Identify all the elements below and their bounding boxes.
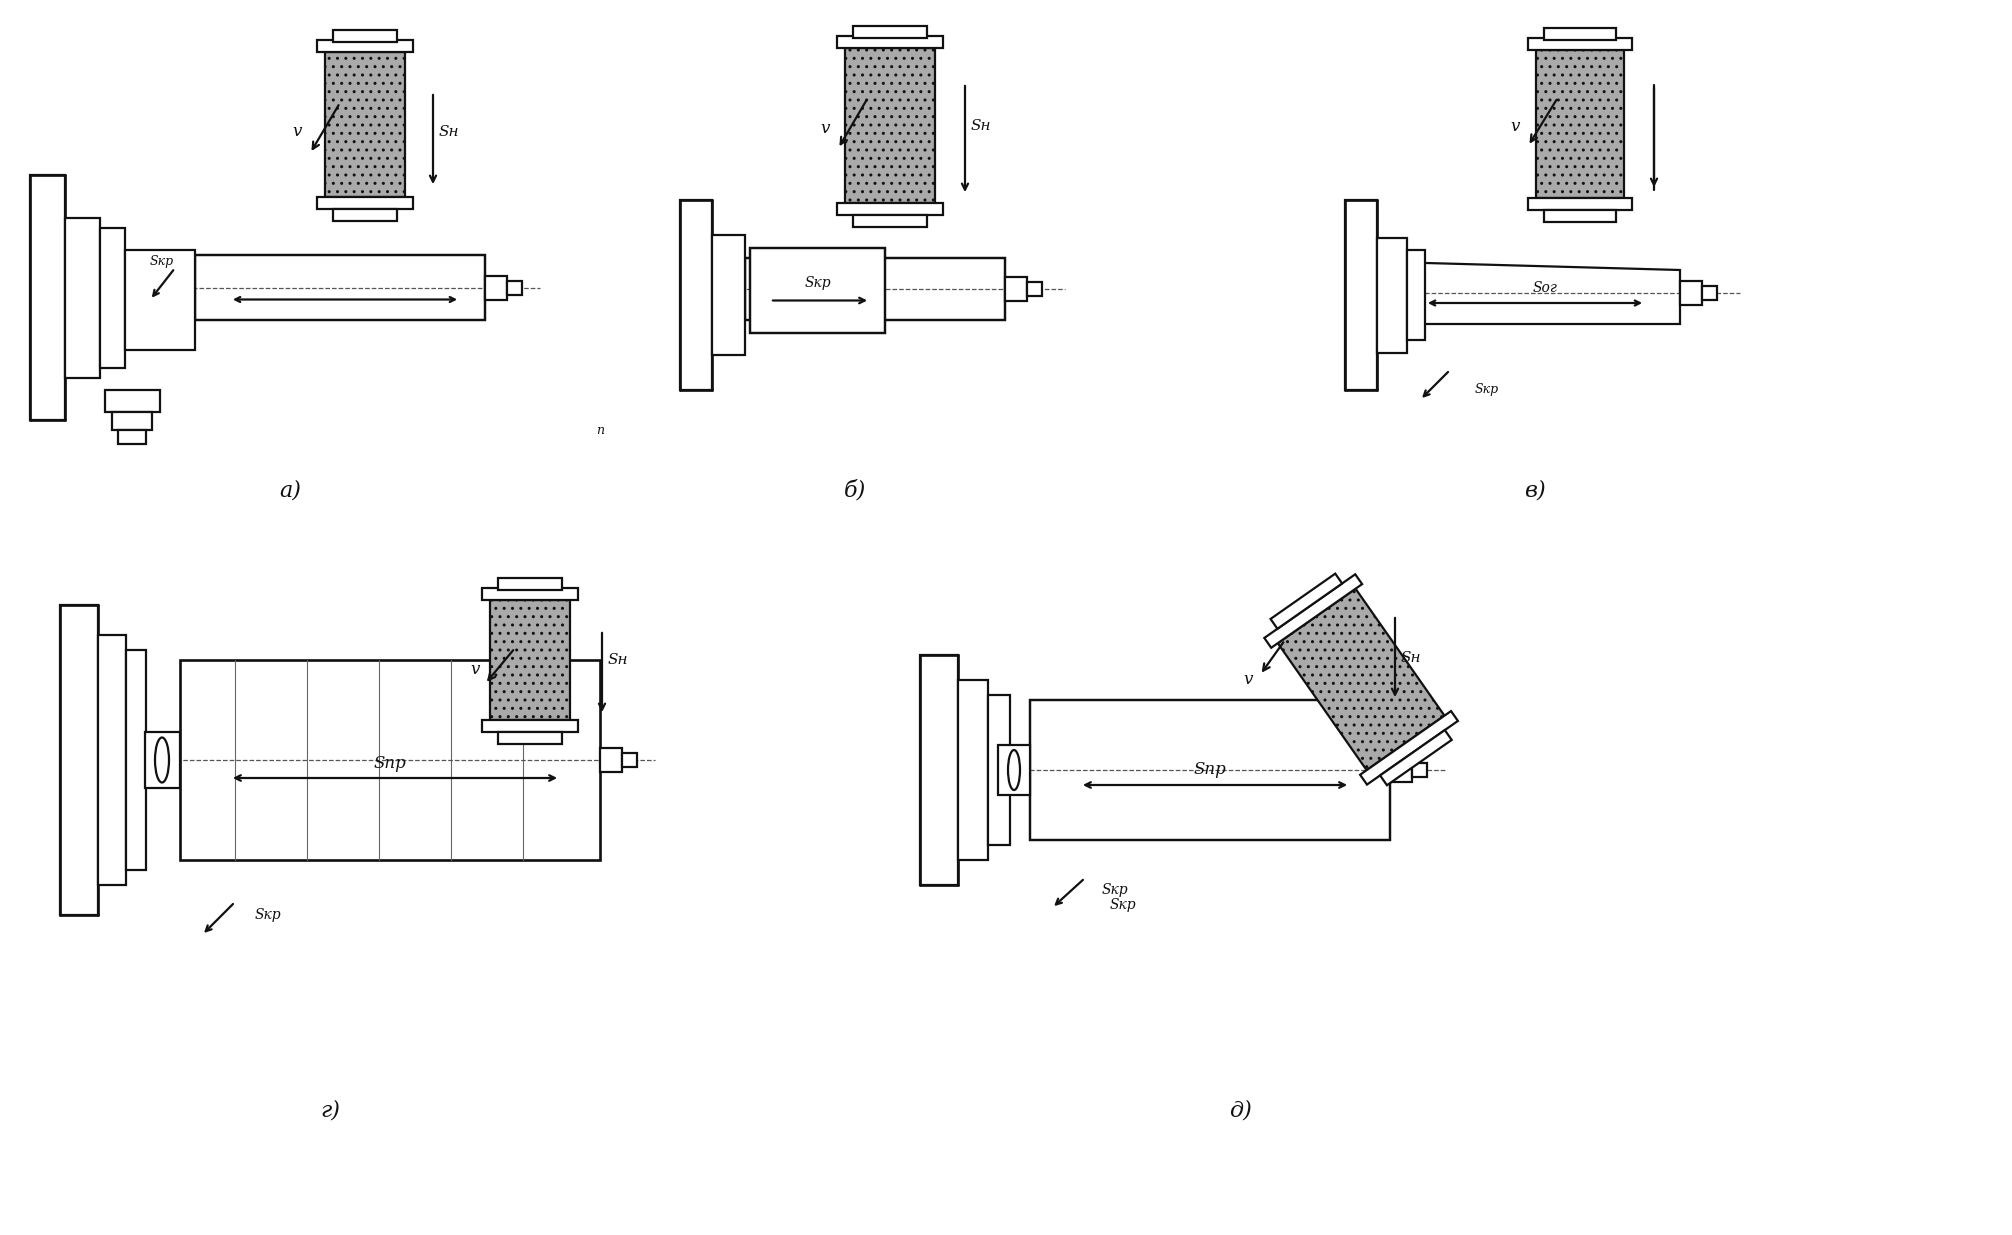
Text: v: v xyxy=(821,120,829,137)
Bar xyxy=(64,219,101,378)
Bar xyxy=(1412,763,1427,777)
Text: v: v xyxy=(1511,119,1519,136)
Bar xyxy=(326,52,404,198)
Bar xyxy=(119,430,147,445)
Bar xyxy=(318,40,412,52)
Bar xyxy=(113,412,153,430)
Bar xyxy=(837,203,944,215)
Polygon shape xyxy=(60,605,99,915)
Polygon shape xyxy=(919,655,958,885)
Polygon shape xyxy=(680,200,712,390)
Bar xyxy=(125,249,195,350)
Text: Sкр: Sкр xyxy=(151,256,175,268)
Bar xyxy=(145,732,179,788)
Bar xyxy=(1270,573,1342,629)
Bar xyxy=(750,248,885,333)
Bar xyxy=(1390,758,1412,782)
Bar xyxy=(1006,277,1026,301)
Bar xyxy=(1030,700,1390,840)
Text: v: v xyxy=(471,661,479,678)
Bar xyxy=(600,748,622,772)
Ellipse shape xyxy=(155,737,169,783)
Text: Sпр: Sпр xyxy=(1193,762,1227,778)
Bar xyxy=(499,578,561,590)
Bar xyxy=(853,26,928,38)
Bar xyxy=(1702,287,1716,300)
Bar xyxy=(195,254,485,320)
Bar xyxy=(334,209,396,221)
Text: Sн: Sн xyxy=(608,653,628,667)
Bar xyxy=(1527,38,1632,49)
Bar xyxy=(853,215,928,227)
Text: б): б) xyxy=(843,479,865,501)
Text: v: v xyxy=(1243,672,1253,688)
Text: Sкр: Sкр xyxy=(1475,384,1499,396)
Bar xyxy=(1543,210,1616,222)
Bar xyxy=(334,30,396,42)
Polygon shape xyxy=(1390,262,1680,324)
Bar xyxy=(507,280,521,294)
Text: в): в) xyxy=(1525,479,1545,501)
Bar xyxy=(491,600,569,720)
Bar xyxy=(1380,730,1453,785)
Bar xyxy=(99,635,127,885)
Text: Sкр: Sкр xyxy=(1103,883,1129,897)
Bar xyxy=(1278,589,1445,771)
Text: Sн: Sн xyxy=(970,119,992,132)
Bar xyxy=(499,732,561,743)
Text: а): а) xyxy=(280,479,302,501)
Bar xyxy=(483,720,577,732)
Bar xyxy=(988,695,1010,845)
Bar xyxy=(1026,282,1042,296)
Bar xyxy=(179,659,600,860)
Bar xyxy=(1527,198,1632,210)
Bar xyxy=(101,228,125,368)
Bar xyxy=(318,198,412,209)
Bar xyxy=(712,235,744,354)
Text: v: v xyxy=(292,124,302,141)
Text: Sкр: Sкр xyxy=(805,275,831,289)
Text: д): д) xyxy=(1229,1099,1251,1121)
Bar xyxy=(485,275,507,300)
Polygon shape xyxy=(1344,200,1376,390)
Text: n: n xyxy=(596,424,604,436)
Bar xyxy=(1376,238,1406,353)
Bar xyxy=(837,36,944,48)
Bar xyxy=(1264,574,1362,648)
Bar xyxy=(1680,282,1702,305)
Bar xyxy=(845,48,936,203)
Text: Sн: Sн xyxy=(439,125,459,138)
Ellipse shape xyxy=(1008,750,1020,790)
Text: г): г) xyxy=(320,1099,340,1121)
Bar xyxy=(958,680,988,860)
Text: Sпр: Sпр xyxy=(374,755,406,772)
Bar xyxy=(1360,711,1459,784)
Bar xyxy=(622,753,638,767)
Bar xyxy=(1535,49,1624,198)
Text: Sн: Sн xyxy=(1400,651,1420,664)
Bar xyxy=(483,588,577,600)
Bar xyxy=(127,650,147,869)
Text: Sкр: Sкр xyxy=(1111,898,1137,911)
Text: Sкр: Sкр xyxy=(256,908,282,923)
Text: Sог: Sог xyxy=(1533,282,1557,295)
Bar xyxy=(998,745,1030,795)
Bar xyxy=(744,258,1006,320)
Bar xyxy=(1406,249,1424,340)
Bar xyxy=(105,390,161,412)
Bar xyxy=(1543,28,1616,40)
Polygon shape xyxy=(30,175,64,420)
